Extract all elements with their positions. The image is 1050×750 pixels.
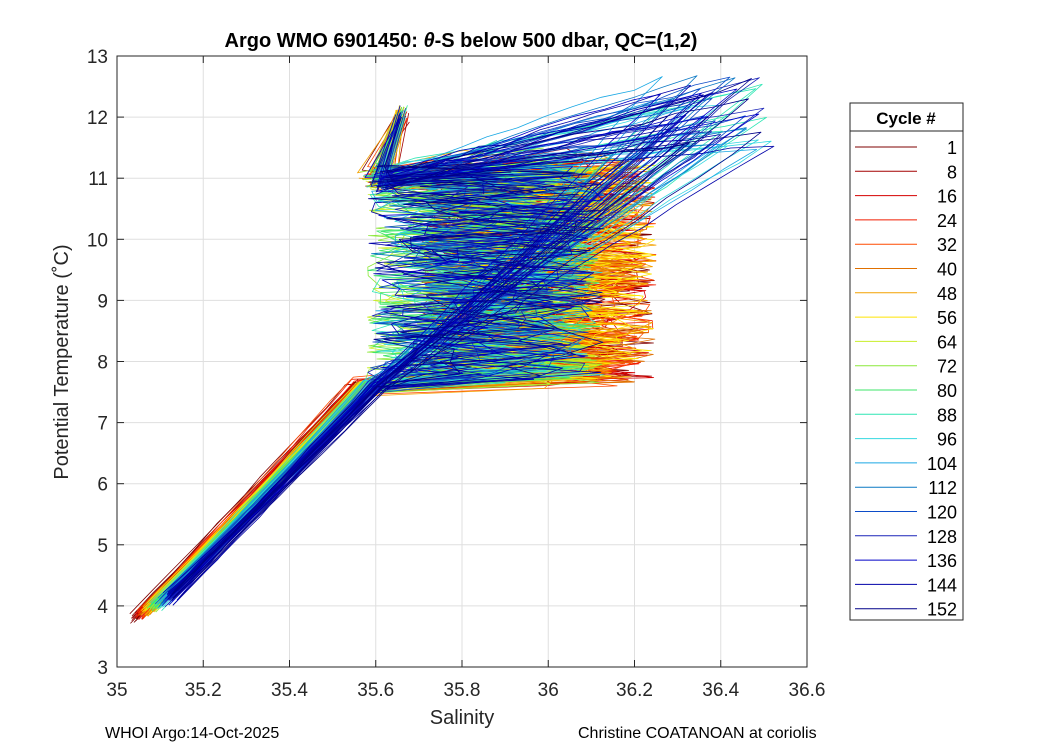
axis-ticks: 35 35.2 35.4 35.6 35.8 36 36.2 36.4 36.6 3 4 5 6 7 8 9 1… xyxy=(87,47,826,701)
legend-label-cycle-64: 64 xyxy=(937,332,957,352)
x-tick-label: 35.6 xyxy=(357,680,394,701)
x-tick-label: 35.2 xyxy=(185,680,222,701)
x-tick-label: 36.6 xyxy=(789,680,826,701)
legend-label-cycle-56: 56 xyxy=(937,308,957,328)
y-axis-label: Potential Temperature (˚C) xyxy=(51,244,73,479)
legend-label-cycle-152: 152 xyxy=(927,600,957,620)
x-tick-label: 35.4 xyxy=(271,680,308,701)
legend-label-cycle-72: 72 xyxy=(937,357,957,377)
legend-label-cycle-120: 120 xyxy=(927,503,957,523)
cycle-curve-104 xyxy=(160,111,597,602)
legend-title: Cycle # xyxy=(876,109,936,128)
x-tick-label: 36 xyxy=(538,680,559,701)
footer-left: WHOI Argo:14-Oct-2025 xyxy=(105,725,280,742)
y-tick-label: 8 xyxy=(97,353,108,374)
legend-label-cycle-136: 136 xyxy=(927,551,957,571)
y-tick-label: 4 xyxy=(97,597,108,618)
legend-label-cycle-16: 16 xyxy=(937,187,957,207)
profile-curves xyxy=(129,75,775,624)
legend-label-cycle-32: 32 xyxy=(937,235,957,255)
y-tick-label: 9 xyxy=(97,291,108,312)
y-tick-label: 12 xyxy=(87,108,108,129)
legend-label-cycle-144: 144 xyxy=(927,575,957,595)
x-tick-label: 35 xyxy=(106,680,127,701)
cycle-curve-group-152 xyxy=(167,78,762,601)
legend-label-cycle-1: 1 xyxy=(947,138,957,158)
cycle-curve-144 xyxy=(175,170,603,597)
x-tick-label: 36.2 xyxy=(616,680,653,701)
legend-label-cycle-128: 128 xyxy=(927,527,957,547)
y-tick-label: 5 xyxy=(97,536,108,557)
legend-label-cycle-112: 112 xyxy=(928,478,957,498)
cycle-curve-152 xyxy=(169,164,588,597)
y-tick-label: 6 xyxy=(97,475,108,496)
chart-title: Argo WMO 6901450: θ-S below 500 dbar, QC… xyxy=(225,30,698,52)
cycle-curve-152 xyxy=(167,98,749,600)
legend-box xyxy=(849,102,964,621)
cycle-curve-152 xyxy=(173,142,690,593)
legend-label-cycle-96: 96 xyxy=(937,430,957,450)
y-tick-label: 7 xyxy=(97,414,108,435)
legend: Cycle # 1 8 16 24 32 40 48 56 64 72 80 88 96 104 112 12… xyxy=(849,102,964,621)
y-tick-label: 13 xyxy=(87,47,108,68)
legend-label-cycle-8: 8 xyxy=(947,162,957,182)
x-tick-label: 35.8 xyxy=(444,680,481,701)
legend-label-cycle-104: 104 xyxy=(927,454,957,474)
cycle-curve-152 xyxy=(173,171,603,599)
cycle-curve-152 xyxy=(171,115,669,595)
x-tick-label: 36.4 xyxy=(702,680,739,701)
y-tick-label: 3 xyxy=(97,658,108,679)
legend-label-cycle-88: 88 xyxy=(937,405,957,425)
y-tick-label: 11 xyxy=(88,169,108,190)
x-axis-label: Salinity xyxy=(430,707,494,729)
legend-label-cycle-24: 24 xyxy=(937,211,957,231)
y-tick-label: 10 xyxy=(87,230,108,251)
legend-label-cycle-48: 48 xyxy=(937,284,957,304)
legend-label-cycle-40: 40 xyxy=(937,260,957,280)
legend-label-cycle-80: 80 xyxy=(937,381,957,401)
legend-entries: 1 8 16 24 32 40 48 56 64 72 80 88 96 104 112 120 128 136 1… xyxy=(855,138,957,620)
cycle-curve-152 xyxy=(171,143,685,601)
footer-right: Christine COATANOAN at coriolis xyxy=(578,725,817,742)
cycle-curve-152 xyxy=(171,131,762,595)
cycle-curve-152 xyxy=(178,178,605,599)
